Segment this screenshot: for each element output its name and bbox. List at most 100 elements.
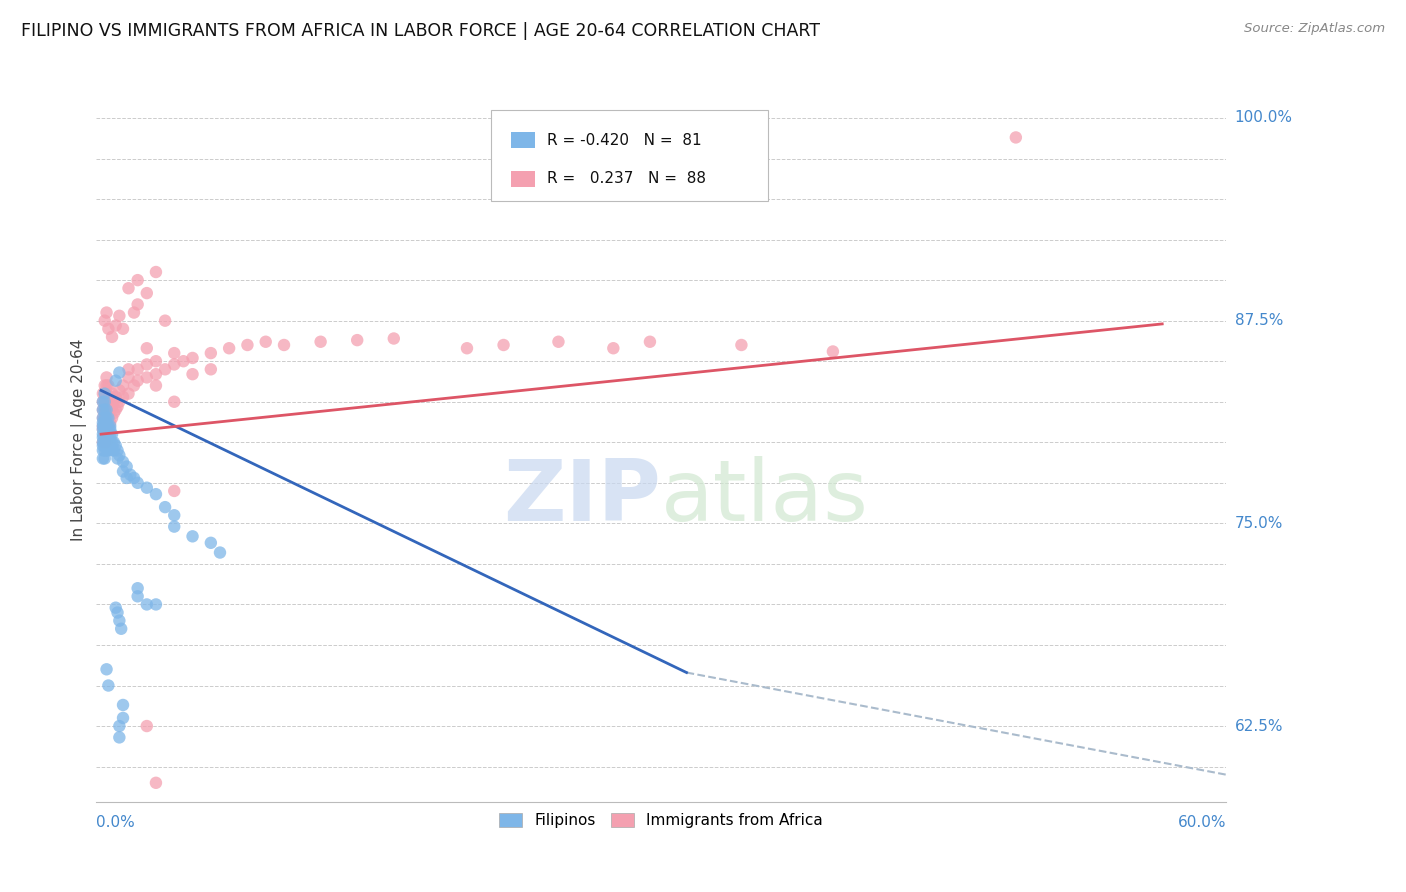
Point (96, 416, 118, 430)
Point (96, 422, 118, 436)
Point (91, 422, 114, 436)
Point (218, 341, 240, 355)
Point (254, 334, 277, 349)
Point (135, 286, 157, 301)
Point (98, 390, 121, 404)
Point (122, 471, 145, 485)
Point (91, 394, 114, 409)
Point (309, 334, 332, 349)
Point (111, 455, 134, 469)
Point (96, 422, 118, 436)
Text: ZIP: ZIP (503, 457, 661, 540)
Text: R = -0.420   N =  81: R = -0.420 N = 81 (547, 133, 702, 148)
Point (117, 362, 139, 376)
Point (97, 435, 120, 450)
Point (200, 536, 222, 550)
Point (108, 448, 131, 462)
Point (108, 394, 131, 409)
Point (91, 411, 114, 425)
Point (153, 313, 176, 327)
Point (103, 406, 125, 420)
Point (346, 333, 368, 347)
Point (91, 411, 114, 425)
Point (97, 419, 120, 434)
Point (93, 378, 115, 392)
Point (547, 334, 569, 349)
Point (93, 411, 115, 425)
Point (93, 394, 115, 409)
Point (93, 416, 115, 430)
Point (111, 322, 134, 336)
Point (91, 394, 114, 409)
Point (97, 679, 120, 693)
Point (145, 598, 167, 612)
Point (163, 508, 186, 523)
Point (97, 394, 120, 409)
Point (181, 529, 204, 543)
Point (104, 390, 127, 404)
Point (98, 427, 121, 442)
Point (96, 394, 118, 409)
Point (456, 341, 478, 355)
Point (104, 402, 127, 417)
Point (111, 465, 134, 479)
Point (492, 338, 515, 352)
Point (107, 451, 129, 466)
Text: 87.5%: 87.5% (1234, 313, 1282, 328)
Point (91, 402, 114, 417)
FancyBboxPatch shape (491, 110, 768, 201)
Point (101, 427, 124, 442)
Point (93, 438, 115, 452)
Point (103, 435, 125, 450)
Point (96, 370, 118, 384)
Point (153, 362, 176, 376)
FancyBboxPatch shape (510, 132, 536, 148)
Point (135, 481, 157, 495)
Text: R =   0.237   N =  88: R = 0.237 N = 88 (547, 171, 706, 186)
Point (93, 443, 115, 458)
Point (96, 305, 118, 319)
Text: 75.0%: 75.0% (1234, 516, 1282, 531)
Point (117, 281, 139, 295)
Point (93, 313, 115, 327)
Point (135, 598, 157, 612)
Point (93, 451, 115, 466)
Text: Source: ZipAtlas.com: Source: ZipAtlas.com (1244, 22, 1385, 36)
Point (91, 419, 114, 434)
Point (181, 351, 204, 365)
Point (98, 419, 121, 434)
Text: FILIPINO VS IMMIGRANTS FROM AFRICA IN LABOR FORCE | AGE 20-64 CORRELATION CHART: FILIPINO VS IMMIGRANTS FROM AFRICA IN LA… (21, 22, 820, 40)
Point (181, 367, 204, 381)
Point (111, 390, 134, 404)
Point (122, 305, 145, 319)
Point (163, 346, 186, 360)
Point (104, 600, 127, 615)
Point (91, 451, 114, 466)
Text: 62.5%: 62.5% (1234, 719, 1284, 733)
Point (96, 443, 118, 458)
Point (145, 776, 167, 790)
Point (111, 698, 134, 712)
Point (91, 443, 114, 458)
Point (200, 346, 222, 360)
Point (163, 394, 186, 409)
Point (98, 416, 121, 430)
Point (117, 370, 139, 384)
Point (93, 422, 115, 436)
Point (91, 435, 114, 450)
Point (111, 711, 134, 725)
Point (91, 419, 114, 434)
Point (111, 378, 134, 392)
Point (96, 435, 118, 450)
Point (638, 334, 661, 349)
Text: 60.0%: 60.0% (1178, 815, 1226, 830)
Point (103, 443, 125, 458)
Point (96, 402, 118, 417)
Point (93, 435, 115, 450)
Point (96, 419, 118, 434)
Point (97, 411, 120, 425)
Point (236, 338, 259, 352)
Point (108, 384, 131, 398)
Point (104, 318, 127, 333)
Point (93, 386, 115, 401)
